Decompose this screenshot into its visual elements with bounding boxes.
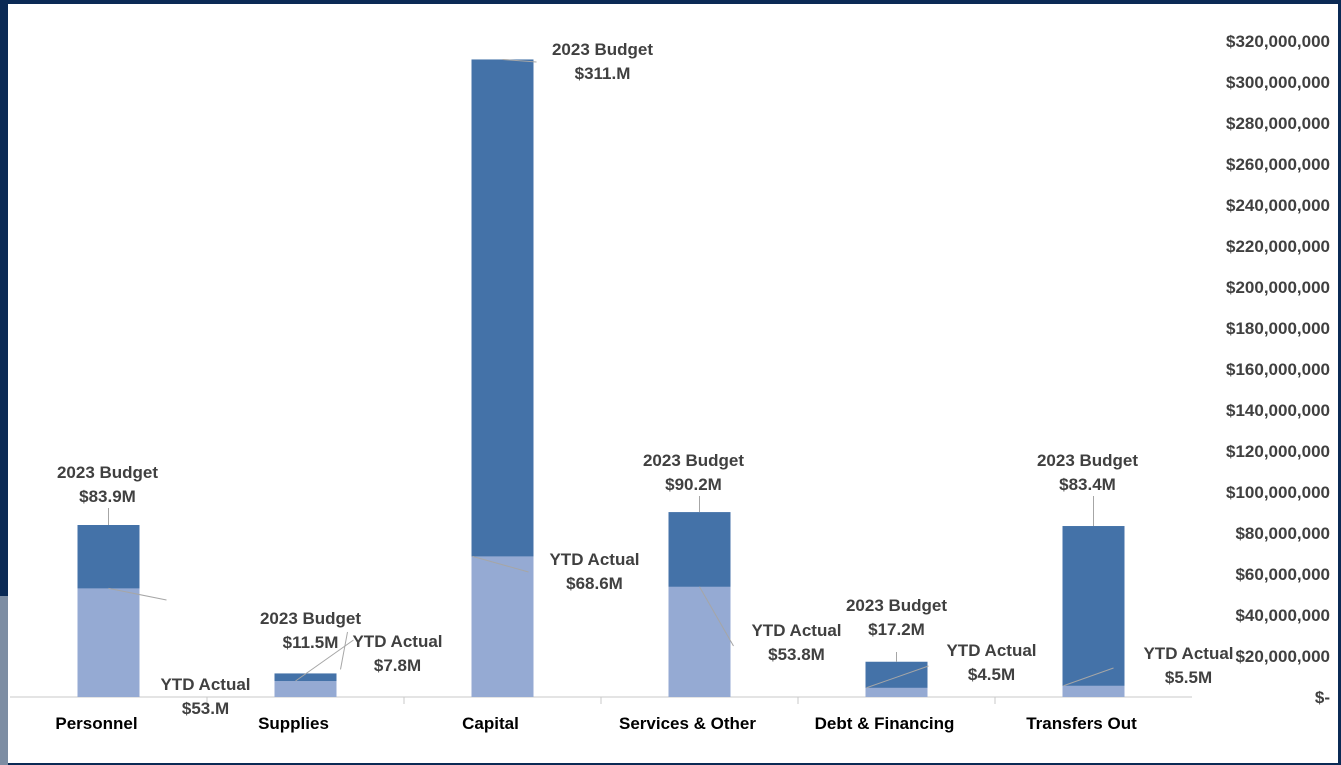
actual-bar	[668, 586, 731, 697]
budget-leader-line	[502, 58, 537, 63]
budget-bar	[1062, 526, 1125, 697]
budget-label-value: $311.M	[575, 64, 631, 83]
budget-label-value: $90.2M	[665, 475, 722, 494]
y-tick-label: $80,000,000	[1235, 524, 1330, 543]
actual-leader-line	[472, 555, 529, 573]
budget-label-value: $17.2M	[868, 620, 925, 639]
actual-bar	[77, 588, 140, 697]
actual-leader-line	[108, 587, 167, 601]
y-tick-label: $240,000,000	[1226, 196, 1330, 215]
actual-label-value: $53.M	[182, 699, 229, 718]
y-tick-label: $140,000,000	[1226, 401, 1330, 420]
budget-label-title: 2023 Budget	[1037, 451, 1138, 470]
budget-label-value: $83.9M	[79, 487, 136, 506]
actual-bar	[1062, 685, 1125, 697]
budget-leader-line	[340, 631, 348, 670]
actual-bar	[471, 556, 534, 697]
budget-label-title: 2023 Budget	[846, 596, 947, 615]
y-tick-label: $160,000,000	[1226, 360, 1330, 379]
budget-label-title: 2023 Budget	[643, 451, 744, 470]
y-tick-label: $260,000,000	[1226, 155, 1330, 174]
budget-label-value: $11.5M	[283, 633, 339, 652]
category-label: Capital	[462, 714, 519, 733]
category-label: Supplies	[258, 714, 329, 733]
category-label: Transfers Out	[1026, 714, 1137, 733]
actual-label-title: YTD Actual	[946, 641, 1036, 660]
budget-label-title: 2023 Budget	[552, 40, 653, 59]
y-tick-label: $300,000,000	[1226, 73, 1330, 92]
actual-label-value: $53.8M	[768, 645, 825, 664]
y-tick-label: $280,000,000	[1226, 114, 1330, 133]
actual-label-title: YTD Actual	[160, 675, 250, 694]
y-tick-label: $40,000,000	[1235, 606, 1330, 625]
budget-label-title: 2023 Budget	[57, 463, 158, 482]
budget-label-value: $83.4M	[1059, 475, 1116, 494]
y-tick-label: $100,000,000	[1226, 483, 1330, 502]
actual-label-value: $7.8M	[374, 656, 421, 675]
budget-label-title: 2023 Budget	[260, 609, 361, 628]
actual-leader-line	[1063, 667, 1114, 687]
y-tick-label: $180,000,000	[1226, 319, 1330, 338]
actual-label-value: $4.5M	[968, 665, 1015, 684]
y-tick-label: $220,000,000	[1226, 237, 1330, 256]
actual-label-value: $5.5M	[1165, 668, 1212, 687]
category-label: Debt & Financing	[815, 714, 955, 733]
actual-label-title: YTD Actual	[549, 550, 639, 569]
y-tick-label: $60,000,000	[1235, 565, 1330, 584]
y-tick-label: $200,000,000	[1226, 278, 1330, 297]
actual-label-title: YTD Actual	[751, 621, 841, 640]
actual-label-title: YTD Actual	[1143, 644, 1233, 663]
actual-bar	[865, 687, 928, 697]
corner-decoration	[0, 596, 8, 765]
actual-label-value: $68.6M	[566, 574, 623, 593]
category-label: Services & Other	[619, 714, 756, 733]
actual-leader-line	[699, 586, 734, 647]
actual-leader-line	[866, 665, 929, 689]
actual-label-title: YTD Actual	[352, 632, 442, 651]
y-tick-label: $320,000,000	[1226, 32, 1330, 51]
actual-bar	[274, 681, 337, 697]
category-label: Personnel	[55, 714, 137, 733]
y-tick-label: $-	[1315, 688, 1330, 707]
y-tick-label: $20,000,000	[1235, 647, 1330, 666]
y-tick-label: $120,000,000	[1226, 442, 1330, 461]
actual-leader-line	[295, 639, 354, 682]
